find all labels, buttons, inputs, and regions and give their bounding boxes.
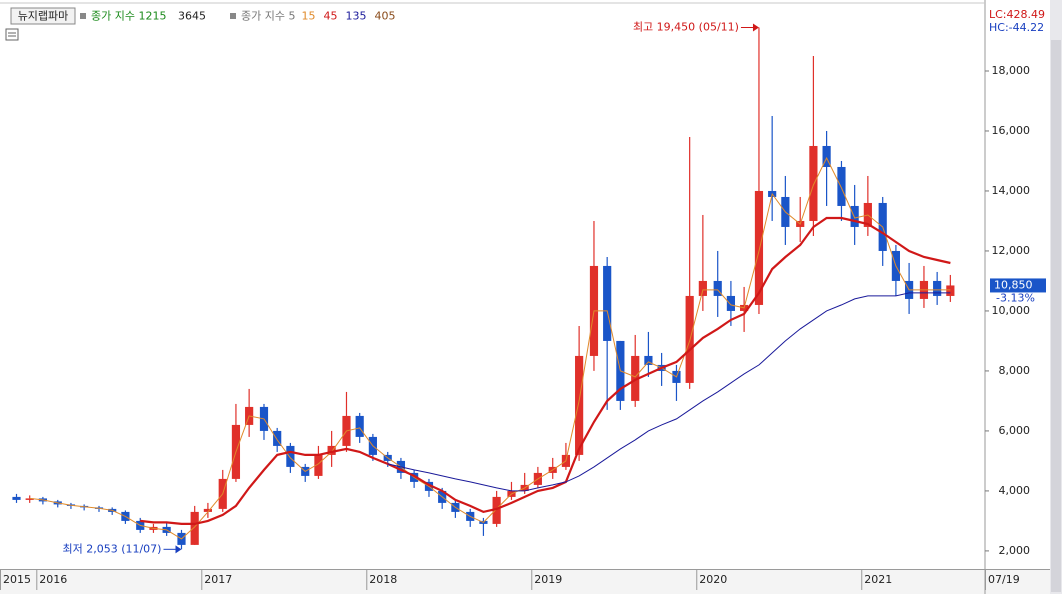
- scroll-thumb[interactable]: [1051, 40, 1061, 592]
- candle-body: [698, 280, 707, 296]
- index-label: 종가 지수 1215: [91, 10, 166, 23]
- last-price-box: [990, 278, 1046, 293]
- x-tick-label: 2020: [699, 573, 727, 586]
- change-label: -3.13%: [996, 291, 1035, 304]
- legend-marker: [230, 13, 236, 19]
- y-tick-label: 8,000: [999, 364, 1031, 377]
- candle-body: [203, 508, 212, 512]
- ma-line: [387, 292, 951, 492]
- candle-body: [273, 430, 282, 446]
- candle-body: [837, 166, 846, 206]
- index-extra: 3645: [178, 10, 206, 23]
- candle-body: [327, 445, 336, 455]
- y-tick-label: 14,000: [992, 184, 1031, 197]
- candle-body: [575, 355, 584, 455]
- candle-body: [631, 355, 640, 401]
- candle-body: [644, 355, 653, 365]
- candle-body: [933, 280, 942, 296]
- low-arrow-head: [175, 545, 182, 554]
- legend-entry: 45: [323, 10, 337, 23]
- candle-body: [946, 285, 955, 296]
- hc-label: HC:-44.22: [989, 21, 1044, 34]
- high-annotation: 최고 19,450 (05/11): [633, 20, 739, 33]
- x-tick-label: 07/19: [988, 573, 1020, 586]
- legend: 15 45 135 405: [301, 10, 395, 23]
- y-tick-label: 16,000: [992, 124, 1031, 137]
- y-tick-label: 10,000: [992, 304, 1031, 317]
- ma-line: [140, 216, 951, 525]
- y-tick-label: 18,000: [992, 64, 1031, 77]
- legend-entry: 135: [345, 10, 366, 23]
- x-tick-label: 2017: [204, 573, 232, 586]
- y-tick-label: 4,000: [999, 484, 1031, 497]
- candle-body: [754, 190, 764, 305]
- y-tick-label: 12,000: [992, 244, 1031, 257]
- x-tick-label: 2019: [534, 573, 562, 586]
- candle-body: [822, 145, 831, 167]
- candle-body: [190, 511, 199, 545]
- candle-body: [25, 498, 34, 500]
- lc-label: LC:428.49: [989, 8, 1045, 21]
- legend-entry: 405: [374, 10, 395, 23]
- candle-body: [726, 295, 736, 311]
- y-tick-label: 2,000: [999, 544, 1031, 557]
- ma-label: 종가 지수 5: [241, 10, 295, 23]
- candle-body: [603, 265, 612, 341]
- x-tick-label: 2015: [3, 573, 31, 586]
- x-tick-label: 2018: [369, 573, 397, 586]
- symbol-box[interactable]: [10, 7, 76, 25]
- candle-body: [286, 445, 295, 467]
- candle-body: [809, 145, 818, 221]
- low-annotation: 최저 2,053 (11/07): [62, 542, 161, 555]
- legend-marker: [80, 13, 86, 19]
- high-arrow-head: [752, 23, 759, 32]
- last-price: 10,850: [994, 278, 1033, 291]
- symbol: 뉴지랩파마: [18, 10, 69, 23]
- settings-icon[interactable]: [5, 28, 19, 41]
- candle-body: [713, 280, 722, 296]
- candle-body: [12, 496, 21, 500]
- x-tick-label: 2021: [864, 573, 892, 586]
- ma-line: [29, 156, 951, 540]
- candle-body: [492, 496, 501, 524]
- y-tick-label: 6,000: [999, 424, 1031, 437]
- candle-body: [355, 415, 364, 437]
- x-tick-label: 2016: [39, 573, 67, 586]
- candle-body: [850, 205, 859, 227]
- legend-entry: 15: [301, 10, 315, 23]
- x-axis-strip: [0, 570, 1050, 594]
- candle-body: [314, 454, 323, 476]
